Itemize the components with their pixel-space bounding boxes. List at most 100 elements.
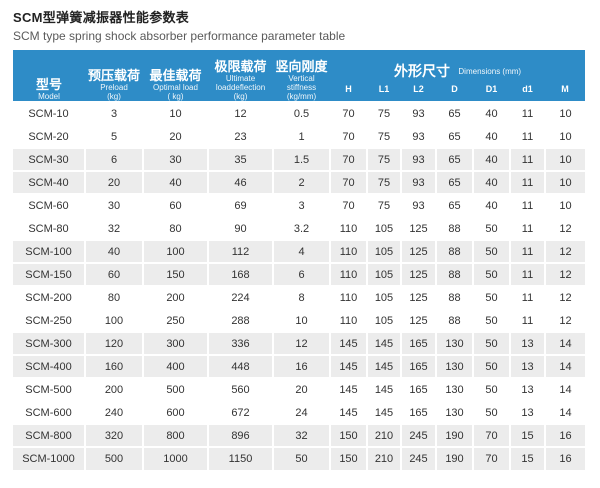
value-cell: 75 bbox=[366, 170, 401, 194]
model-cell: SCM-30 bbox=[13, 147, 85, 171]
value-cell: 50 bbox=[472, 400, 510, 424]
value-cell: 160 bbox=[84, 354, 143, 378]
value-cell: 1 bbox=[272, 124, 330, 148]
value-cell: 110 bbox=[329, 308, 367, 332]
value-cell: 20 bbox=[272, 377, 330, 401]
value-cell: 10 bbox=[272, 308, 330, 332]
value-cell: 125 bbox=[400, 239, 436, 263]
col-header-ultimate-unit: (kg) bbox=[233, 92, 248, 101]
value-cell: 3 bbox=[272, 193, 330, 217]
col-header-optimal: 最佳载荷 Optimal load ( kg) bbox=[143, 50, 208, 102]
col-header-ultimate-en: Ultimate loaddeflection bbox=[215, 74, 266, 92]
value-cell: 448 bbox=[207, 354, 273, 378]
value-cell: 245 bbox=[400, 423, 436, 447]
value-cell: 13 bbox=[509, 377, 545, 401]
value-cell: 130 bbox=[435, 331, 473, 355]
value-cell: 90 bbox=[207, 216, 273, 240]
value-cell: 11 bbox=[509, 239, 545, 263]
model-cell: SCM-400 bbox=[13, 354, 85, 378]
value-cell: 145 bbox=[329, 400, 367, 424]
table-row: SCM-20 5 20 23 1 70 75 93 65 40 11 10 bbox=[13, 124, 586, 148]
model-cell: SCM-1000 bbox=[13, 446, 85, 470]
col-header-dim-d1: D1 bbox=[473, 81, 510, 102]
table-row: SCM-40 20 40 46 2 70 75 93 65 40 11 10 bbox=[13, 170, 586, 194]
model-cell: SCM-500 bbox=[13, 377, 85, 401]
value-cell: 5 bbox=[84, 124, 143, 148]
value-cell: 16 bbox=[543, 446, 586, 470]
value-cell: 14 bbox=[543, 377, 586, 401]
value-cell: 1000 bbox=[142, 446, 208, 470]
value-cell: 50 bbox=[472, 285, 510, 309]
value-cell: 672 bbox=[207, 400, 273, 424]
table-row: SCM-10 3 10 12 0.5 70 75 93 65 40 11 10 bbox=[13, 101, 586, 125]
value-cell: 100 bbox=[142, 239, 208, 263]
value-cell: 288 bbox=[207, 308, 273, 332]
value-cell: 560 bbox=[207, 377, 273, 401]
value-cell: 12 bbox=[207, 101, 273, 125]
col-header-dim-h: H bbox=[330, 81, 367, 102]
value-cell: 65 bbox=[435, 101, 473, 125]
model-cell: SCM-100 bbox=[13, 239, 85, 263]
col-header-dim-d1s: d1 bbox=[510, 81, 545, 102]
col-header-optimal-unit: ( kg) bbox=[167, 92, 184, 101]
col-header-stiffness-unit: (kg/mm) bbox=[286, 92, 317, 101]
value-cell: 50 bbox=[472, 262, 510, 286]
value-cell: 10 bbox=[543, 147, 586, 171]
table-row: SCM-80 32 80 90 3.2 110 105 125 88 50 11 12 bbox=[13, 216, 586, 240]
table-row: SCM-60 30 60 69 3 70 75 93 65 40 11 10 bbox=[13, 193, 586, 217]
col-header-stiffness-en: Vertical stiffness bbox=[286, 74, 317, 92]
col-header-preload-zh: 预压载荷 bbox=[87, 68, 140, 83]
value-cell: 10 bbox=[543, 193, 586, 217]
model-cell: SCM-200 bbox=[13, 285, 85, 309]
value-cell: 13 bbox=[509, 354, 545, 378]
value-cell: 165 bbox=[400, 331, 436, 355]
value-cell: 14 bbox=[543, 331, 586, 355]
value-cell: 50 bbox=[472, 308, 510, 332]
value-cell: 3.2 bbox=[272, 216, 330, 240]
value-cell: 14 bbox=[543, 354, 586, 378]
value-cell: 150 bbox=[329, 446, 367, 470]
value-cell: 93 bbox=[400, 101, 436, 125]
value-cell: 20 bbox=[84, 170, 143, 194]
value-cell: 88 bbox=[435, 216, 473, 240]
value-cell: 30 bbox=[84, 193, 143, 217]
value-cell: 10 bbox=[142, 101, 208, 125]
value-cell: 10 bbox=[543, 170, 586, 194]
col-header-preload-unit: (kg) bbox=[107, 92, 121, 101]
value-cell: 50 bbox=[472, 239, 510, 263]
value-cell: 65 bbox=[435, 124, 473, 148]
header-row-sub: H L1 L2 D D1 d1 M bbox=[13, 81, 586, 102]
value-cell: 93 bbox=[400, 147, 436, 171]
model-cell: SCM-150 bbox=[13, 262, 85, 286]
value-cell: 50 bbox=[472, 216, 510, 240]
value-cell: 23 bbox=[207, 124, 273, 148]
model-cell: SCM-250 bbox=[13, 308, 85, 332]
value-cell: 145 bbox=[366, 354, 401, 378]
col-header-dim-l1: L1 bbox=[367, 81, 401, 102]
page-title: SCM型弹簧减振器性能参数表 bbox=[13, 10, 190, 25]
value-cell: 320 bbox=[84, 423, 143, 447]
table-row: SCM-600 240 600 672 24 145 145 165 130 50 13 14 bbox=[13, 400, 586, 424]
value-cell: 32 bbox=[272, 423, 330, 447]
value-cell: 145 bbox=[366, 377, 401, 401]
value-cell: 800 bbox=[142, 423, 208, 447]
value-cell: 8 bbox=[272, 285, 330, 309]
table-row: SCM-200 80 200 224 8 110 105 125 88 50 11 12 bbox=[13, 285, 586, 309]
value-cell: 6 bbox=[84, 147, 143, 171]
value-cell: 165 bbox=[400, 400, 436, 424]
value-cell: 32 bbox=[84, 216, 143, 240]
table-row: SCM-150 60 150 168 6 110 105 125 88 50 11 12 bbox=[13, 262, 586, 286]
model-cell: SCM-40 bbox=[13, 170, 85, 194]
parameter-table: 型号 Model 预压载荷 Preload (kg) 最佳载荷 Optimal … bbox=[13, 50, 586, 470]
value-cell: 300 bbox=[142, 331, 208, 355]
value-cell: 110 bbox=[329, 216, 367, 240]
table-body: SCM-10 3 10 12 0.5 70 75 93 65 40 11 10 SCM-20 5 20 23 1… bbox=[13, 101, 586, 470]
value-cell: 600 bbox=[142, 400, 208, 424]
value-cell: 125 bbox=[400, 262, 436, 286]
value-cell: 145 bbox=[329, 331, 367, 355]
value-cell: 13 bbox=[509, 400, 545, 424]
value-cell: 110 bbox=[329, 239, 367, 263]
value-cell: 2 bbox=[272, 170, 330, 194]
value-cell: 145 bbox=[329, 354, 367, 378]
col-header-stiffness-zh: 竖向刚度 bbox=[275, 59, 328, 74]
